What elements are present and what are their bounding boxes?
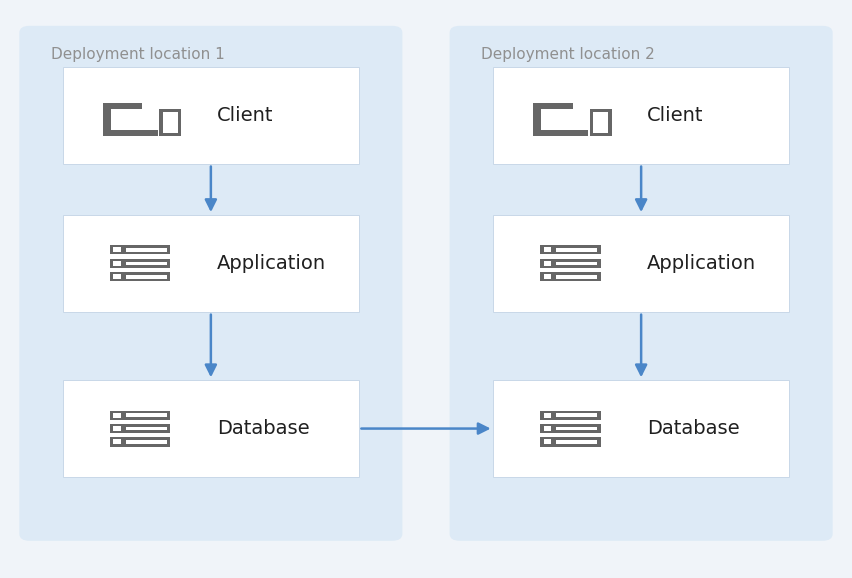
Bar bbox=[544, 275, 551, 279]
FancyBboxPatch shape bbox=[63, 67, 359, 164]
Bar bbox=[110, 424, 170, 433]
Bar bbox=[556, 262, 597, 265]
Text: Client: Client bbox=[647, 106, 704, 125]
Bar bbox=[125, 262, 167, 265]
Bar bbox=[593, 112, 608, 133]
Bar bbox=[556, 413, 597, 417]
Bar bbox=[113, 439, 121, 444]
Bar bbox=[113, 247, 121, 253]
Text: Database: Database bbox=[216, 419, 309, 438]
Text: Application: Application bbox=[216, 254, 326, 273]
FancyBboxPatch shape bbox=[493, 380, 789, 477]
Bar bbox=[125, 275, 167, 279]
Bar bbox=[125, 413, 167, 417]
Bar bbox=[556, 427, 597, 430]
Bar bbox=[113, 426, 121, 431]
Bar bbox=[540, 438, 601, 447]
Bar bbox=[110, 410, 170, 420]
Bar bbox=[125, 440, 167, 444]
Bar bbox=[556, 248, 597, 251]
Bar bbox=[110, 246, 170, 254]
Bar bbox=[590, 109, 612, 136]
Bar bbox=[103, 130, 158, 136]
Text: Deployment location 1: Deployment location 1 bbox=[50, 47, 224, 62]
Bar bbox=[540, 424, 601, 433]
Bar bbox=[159, 109, 181, 136]
Bar bbox=[110, 272, 170, 281]
Bar bbox=[163, 112, 178, 133]
Bar bbox=[556, 275, 597, 279]
FancyBboxPatch shape bbox=[493, 67, 789, 164]
Bar bbox=[113, 275, 121, 279]
Bar bbox=[110, 438, 170, 447]
FancyBboxPatch shape bbox=[20, 26, 402, 541]
Bar bbox=[544, 426, 551, 431]
Bar bbox=[125, 427, 167, 430]
Bar bbox=[556, 440, 597, 444]
Text: Database: Database bbox=[647, 419, 740, 438]
Text: Deployment location 2: Deployment location 2 bbox=[481, 47, 654, 62]
Bar bbox=[533, 130, 588, 136]
Bar bbox=[544, 413, 551, 418]
Bar bbox=[110, 259, 170, 268]
Bar bbox=[113, 261, 121, 266]
FancyBboxPatch shape bbox=[63, 215, 359, 312]
FancyBboxPatch shape bbox=[450, 26, 832, 541]
FancyBboxPatch shape bbox=[63, 380, 359, 477]
Bar bbox=[125, 248, 167, 251]
Bar bbox=[544, 439, 551, 444]
Bar bbox=[540, 259, 601, 268]
Bar bbox=[544, 261, 551, 266]
Bar bbox=[103, 103, 111, 136]
Bar bbox=[113, 413, 121, 418]
Bar bbox=[544, 247, 551, 253]
Bar bbox=[533, 103, 573, 109]
Text: Client: Client bbox=[216, 106, 273, 125]
Bar bbox=[540, 246, 601, 254]
Bar bbox=[540, 410, 601, 420]
Bar bbox=[533, 103, 541, 136]
Bar bbox=[103, 103, 142, 109]
FancyBboxPatch shape bbox=[493, 215, 789, 312]
Bar bbox=[540, 272, 601, 281]
Text: Application: Application bbox=[647, 254, 757, 273]
